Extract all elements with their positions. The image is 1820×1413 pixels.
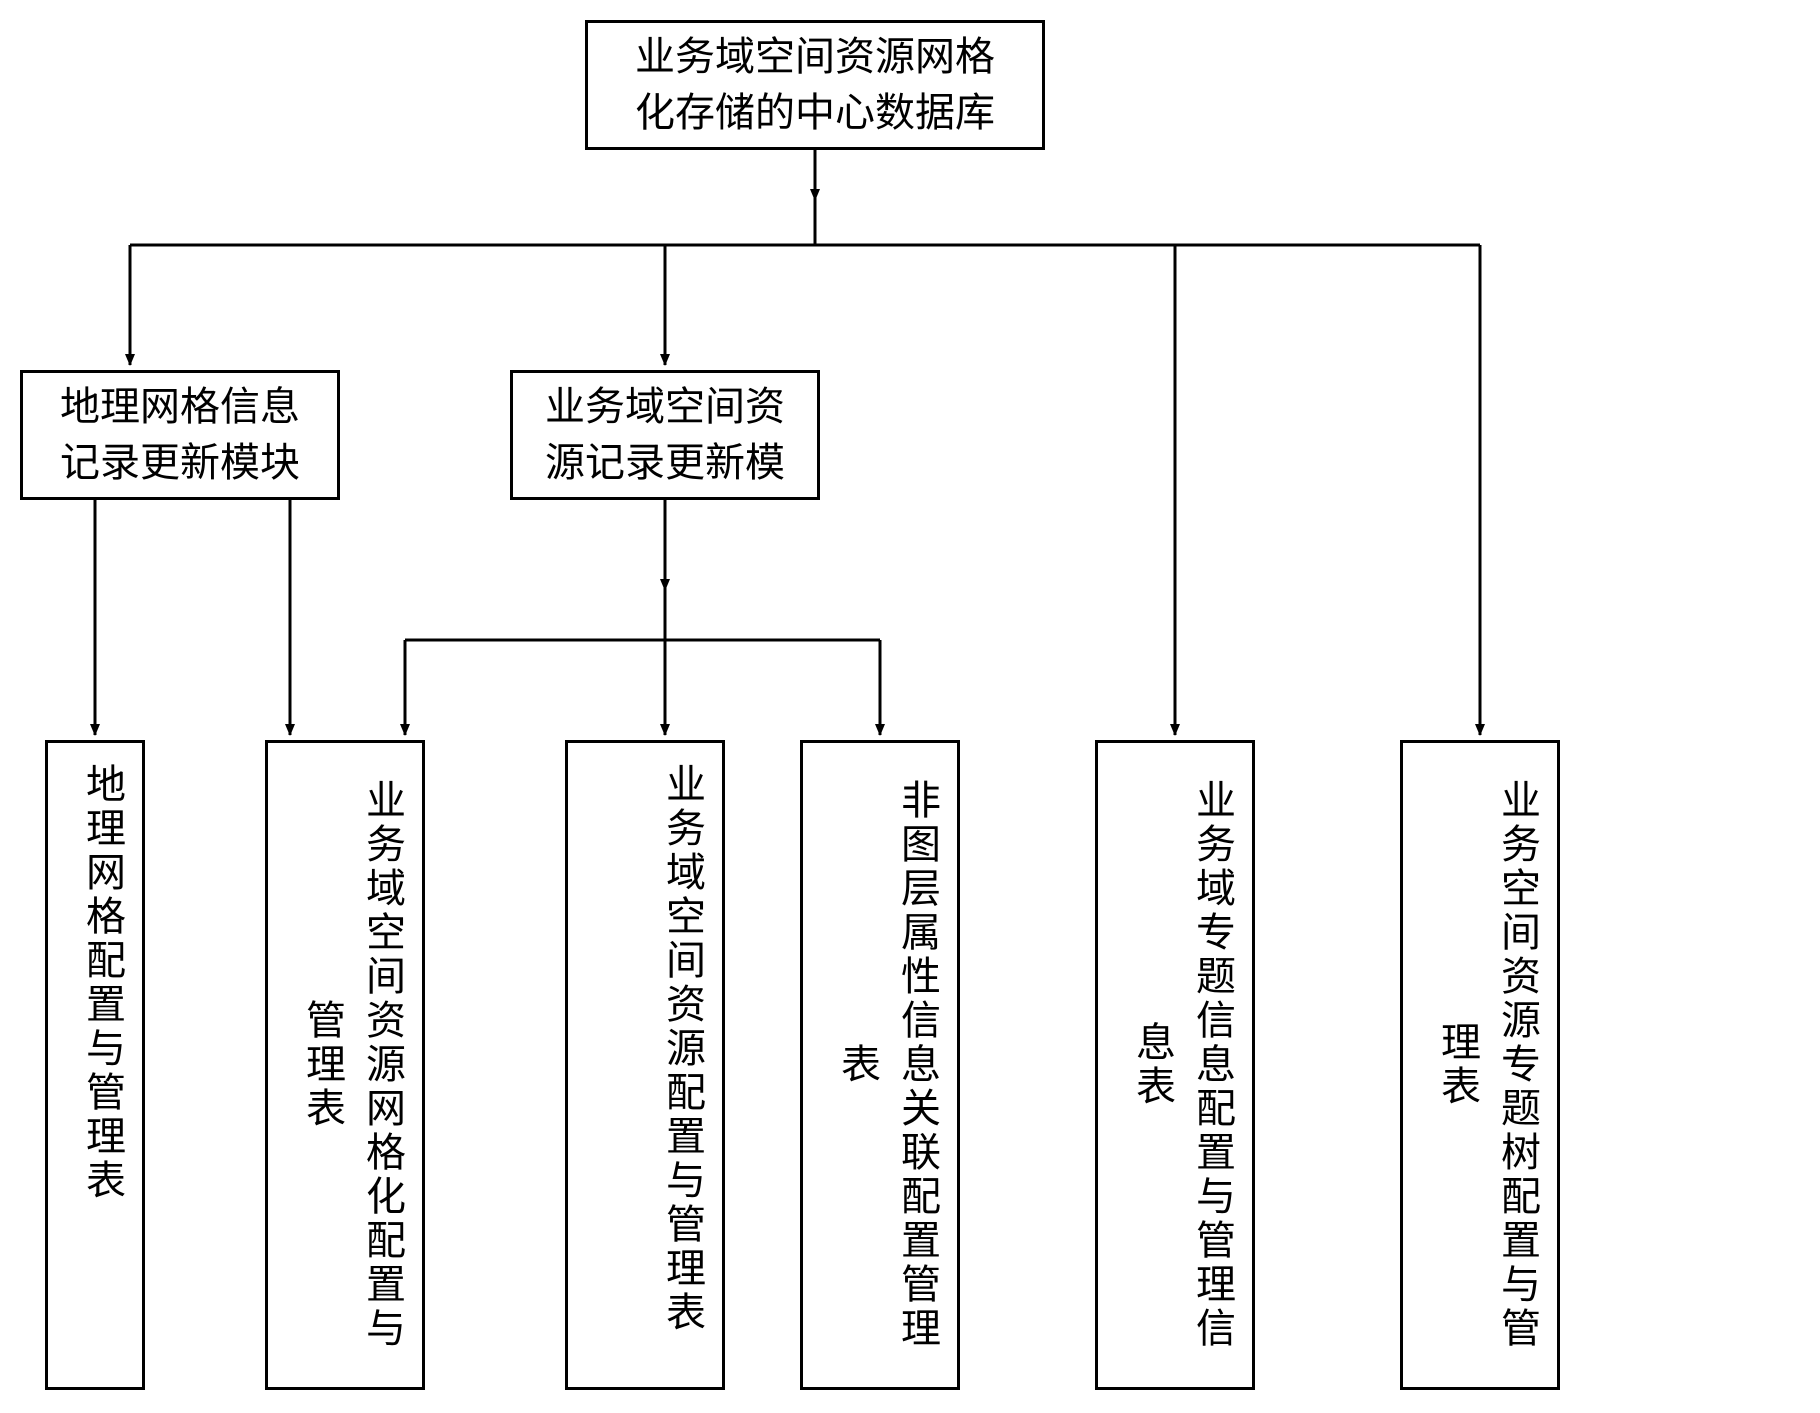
mid-center-node: 业务域空间资源记录更新模 bbox=[510, 370, 820, 500]
leaf6-node: 业务空间资源专题树配置与管理表 bbox=[1400, 740, 1560, 1390]
leaf2-label: 业务域空间资源网格化配置与管理表 bbox=[292, 763, 412, 1367]
root-label: 业务域空间资源网格化存储的中心数据库 bbox=[635, 29, 995, 141]
leaf4-node: 非图层属性信息关联配置管理表 bbox=[800, 740, 960, 1390]
leaf5-label: 业务域专题信息配置与管理信息表 bbox=[1122, 763, 1242, 1367]
leaf1-node: 地理网格配置与管理表 bbox=[45, 740, 145, 1390]
root-node: 业务域空间资源网格化存储的中心数据库 bbox=[585, 20, 1045, 150]
leaf1-label: 地理网格配置与管理表 bbox=[72, 763, 132, 1203]
leaf3-node: 业务域空间资源配置与管理表 bbox=[565, 740, 725, 1390]
mid-left-node: 地理网格信息记录更新模块 bbox=[20, 370, 340, 500]
leaf4-label: 非图层属性信息关联配置管理表 bbox=[827, 763, 947, 1367]
leaf3-label: 业务域空间资源配置与管理表 bbox=[652, 763, 712, 1335]
leaf2-node: 业务域空间资源网格化配置与管理表 bbox=[265, 740, 425, 1390]
mid-center-label: 业务域空间资源记录更新模 bbox=[545, 379, 785, 491]
leaf6-label: 业务空间资源专题树配置与管理表 bbox=[1427, 763, 1547, 1367]
mid-left-label: 地理网格信息记录更新模块 bbox=[60, 379, 300, 491]
leaf5-node: 业务域专题信息配置与管理信息表 bbox=[1095, 740, 1255, 1390]
